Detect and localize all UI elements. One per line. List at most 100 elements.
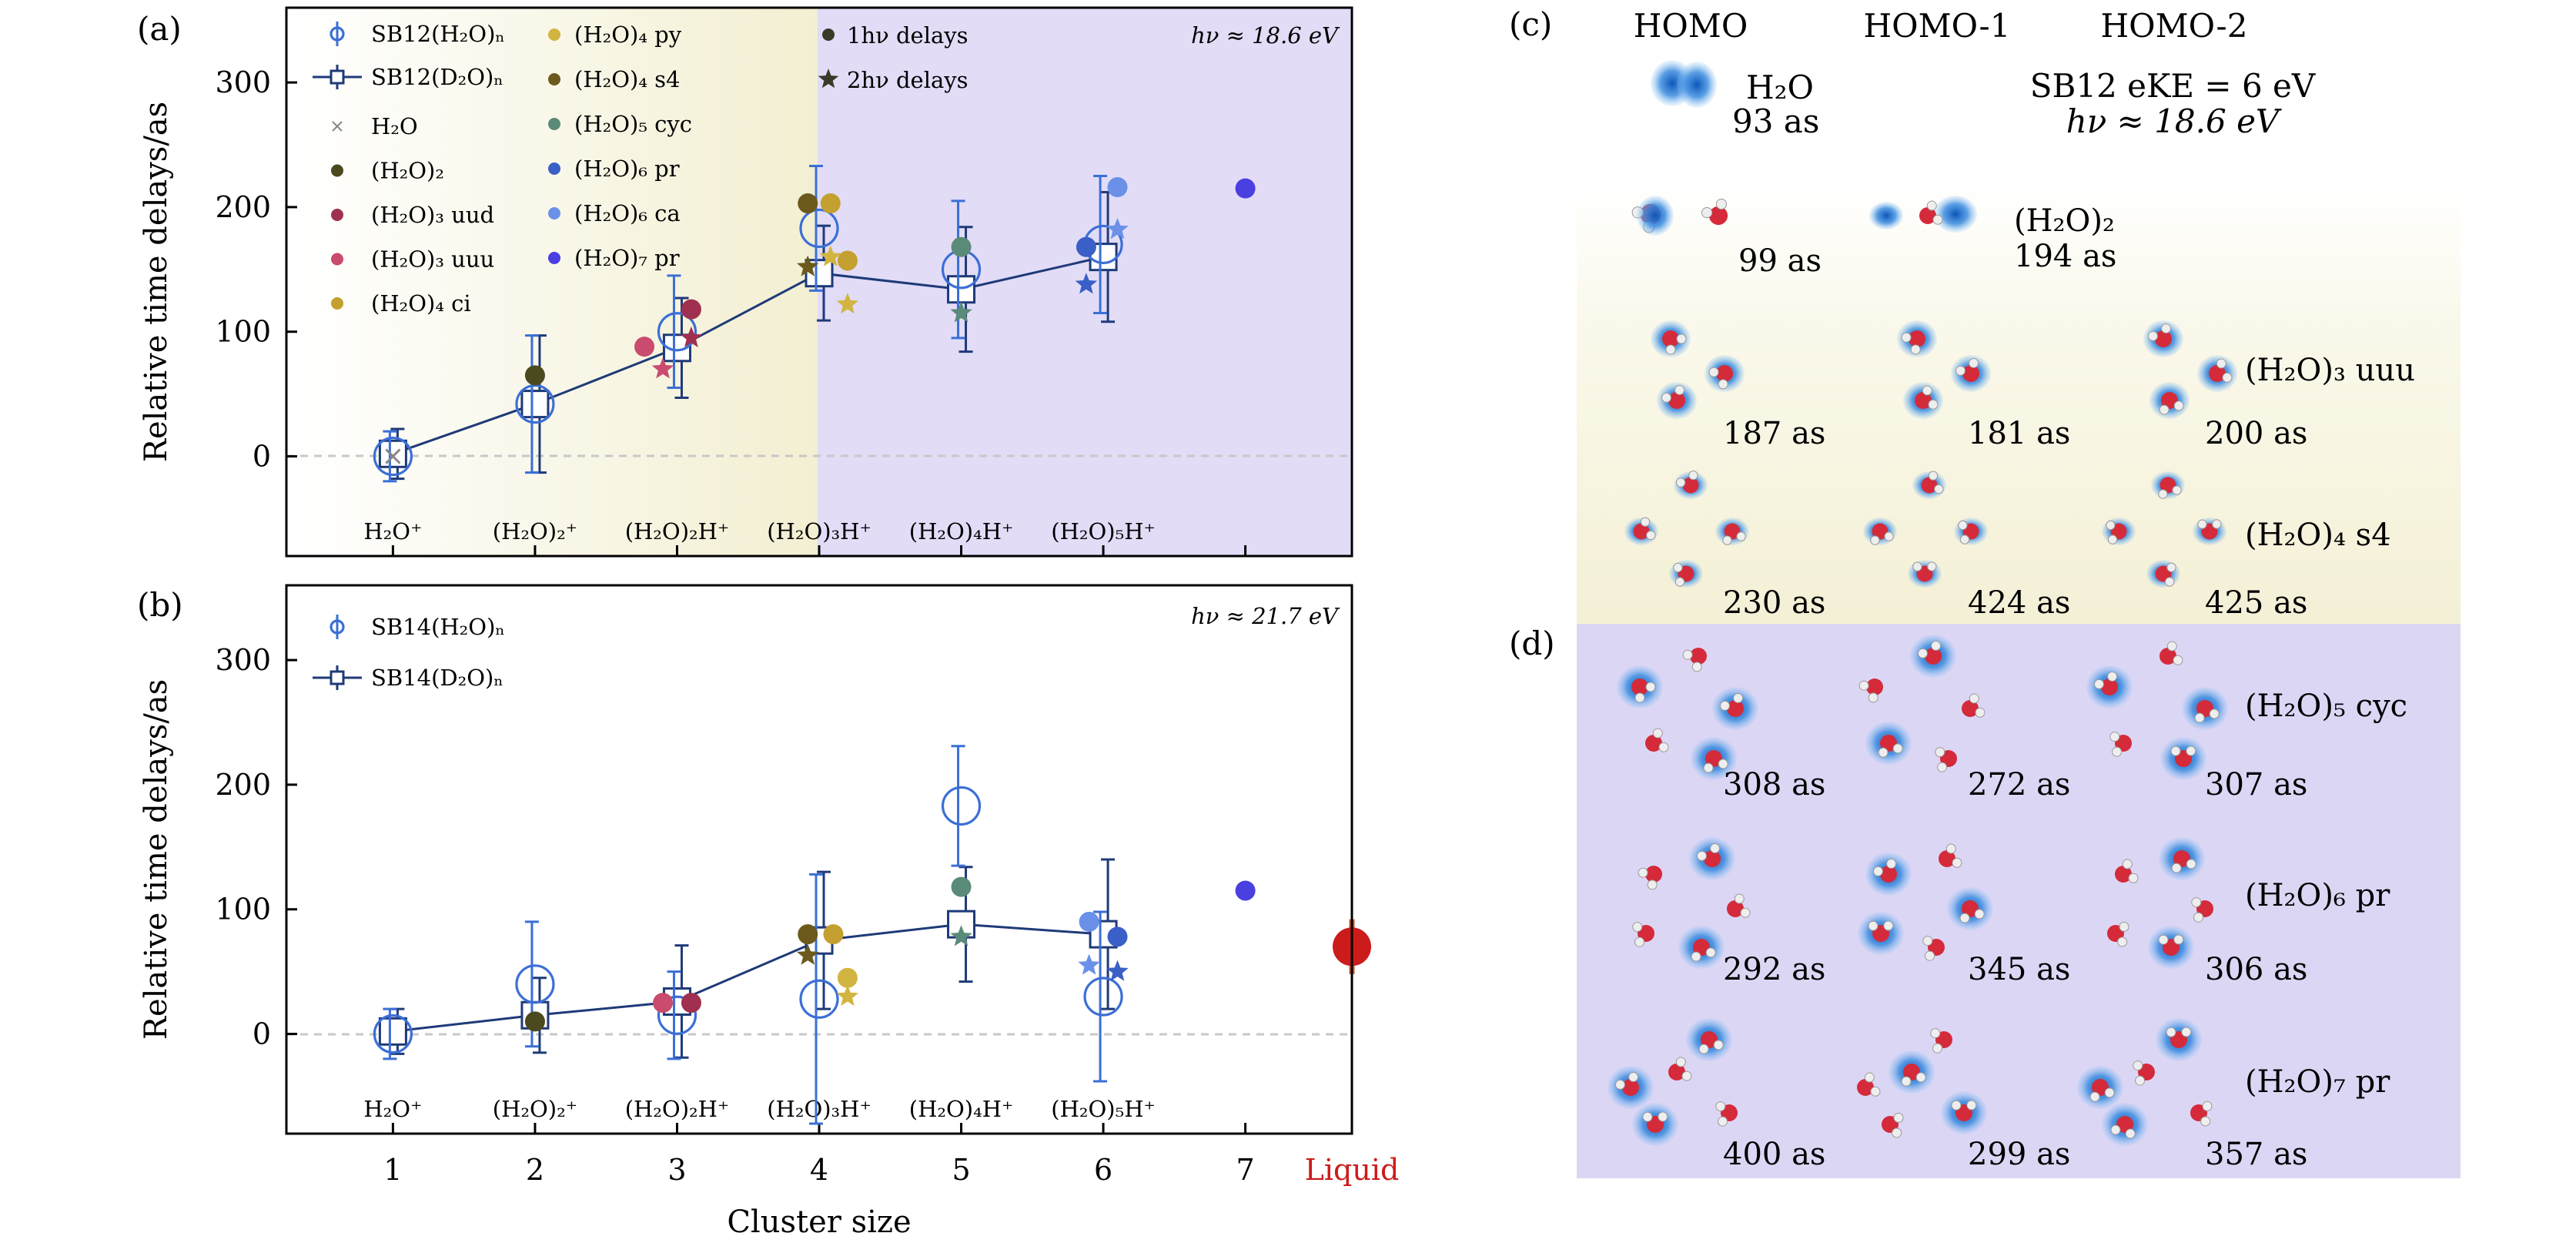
hydrogen-atom <box>2093 678 2104 689</box>
oxygen-atom <box>1909 330 1925 347</box>
hydrogen-atom <box>1886 858 1897 869</box>
hydrogen-atom <box>1681 1070 1692 1081</box>
two-hv-star-marker <box>950 925 972 946</box>
orbital-delay: 187 as <box>1723 416 1825 451</box>
hydrogen-atom <box>2125 1128 2136 1139</box>
hydrogen-atom <box>1884 531 1894 541</box>
hydrogen-atom <box>2209 709 2220 719</box>
hydrogen-atom <box>1675 477 1686 487</box>
hydrogen-atom <box>1740 907 1751 918</box>
hydrogen-atom <box>1698 1044 1709 1054</box>
orbital-delay: 307 as <box>2205 767 2307 802</box>
hydrogen-atom <box>2172 485 2182 495</box>
cation-label: (H₂O)₂H⁺ <box>625 1096 730 1122</box>
orbitals-d <box>1607 635 2228 1146</box>
legend-dot-icon <box>548 162 560 175</box>
hydrogen-atom <box>2166 562 2176 572</box>
one-hv-dot-marker <box>951 876 972 897</box>
two-hv-star-marker <box>797 255 819 276</box>
orbital-delay: 292 as <box>1723 952 1825 987</box>
h2o-circle-marker <box>515 384 555 424</box>
y-tick-label: 300 <box>215 643 271 677</box>
one-hv-dot-marker <box>653 993 674 1013</box>
panel-b: 0 100 200 300 H₂O⁺ (H₂O)₂⁺ (H₂O)₂H⁺ (H₂O)₃H⁺ (H₂… <box>137 584 1371 1135</box>
one-hv-dot-marker <box>524 365 545 386</box>
legend-dot-icon <box>331 297 343 310</box>
one-hv-dot-marker <box>681 993 701 1013</box>
oxygen-atom <box>1857 1079 1874 1096</box>
hydrogen-atom <box>2216 358 2226 369</box>
hydrogen-atom <box>1713 1040 1724 1050</box>
one-hv-dot-marker <box>837 967 858 988</box>
orbital-delay: 308 as <box>1723 767 1825 802</box>
oxygen-atom <box>1645 866 1662 883</box>
hydrogen-atom <box>2191 897 2202 908</box>
legend-label: SB14(D₂O)ₙ <box>371 665 503 691</box>
hydrogen-atom <box>2173 934 2184 945</box>
hydrogen-atom <box>1868 692 1878 703</box>
one-hv-dot-marker <box>951 236 972 257</box>
hydrogen-atom <box>1675 1057 1686 1067</box>
hydrogen-atom <box>1665 344 1676 355</box>
legend-label: (H₂O)₄ py <box>574 22 682 48</box>
cluster-name: (H₂O)₇ pr <box>2245 1064 2390 1100</box>
legend-label: (H₂O)₅ cyc <box>574 111 692 137</box>
hydrogen-atom <box>1673 562 1683 573</box>
legend-dot-icon <box>822 28 835 41</box>
hydrogen-atom <box>1966 1100 1977 1111</box>
legend-dot-icon <box>548 118 560 130</box>
h2o-circle-marker <box>657 995 698 1035</box>
hydrogen-atom <box>2200 1116 2211 1127</box>
hydrogen-atom <box>2170 745 2181 756</box>
legend-label: (H₂O)₆ pr <box>574 156 680 182</box>
legend-dot-icon <box>331 253 343 266</box>
hydrogen-atom <box>1883 920 1894 931</box>
hydrogen-atom <box>1958 520 1968 531</box>
d2o-square-marker <box>947 275 976 304</box>
legend-label: 1hν delays <box>847 22 969 49</box>
one-hv-dot-marker <box>823 924 844 945</box>
hydrogen-atom <box>1638 867 1648 878</box>
panel-c-bg <box>1577 177 2461 624</box>
legend-label: H₂O <box>371 113 418 139</box>
hydrogen-atom <box>2165 577 2175 587</box>
hydrogen-atom <box>1934 484 1944 494</box>
oxygen-atom <box>1727 900 1744 917</box>
legend-star-icon <box>818 69 839 89</box>
d2o-square-marker <box>520 390 550 419</box>
hydrogen-atom <box>2186 859 2196 869</box>
hydrogen-atom <box>1870 1086 1881 1097</box>
legend-circle-icon <box>330 619 345 635</box>
two-hv-star-marker <box>1075 273 1098 294</box>
orbital-lobe <box>1637 196 1674 236</box>
one-hv-dot-marker <box>1235 880 1256 901</box>
oxygen-atom <box>1701 1031 1718 1048</box>
hydrogen-atom <box>1710 843 1721 853</box>
cation-label: (H₂O)₅H⁺ <box>1051 518 1156 544</box>
orbital-delay: 181 as <box>1968 416 2070 451</box>
orbital-delay: 425 as <box>2205 585 2307 621</box>
hydrogen-atom <box>2109 732 2120 742</box>
hydrogen-atom <box>1901 332 1912 343</box>
hv-annotation-b: hν ≈ 21.7 eV <box>1191 603 1340 629</box>
oxygen-atom <box>1693 939 1710 956</box>
hydrogen-atom <box>1718 379 1728 390</box>
legend-dot-icon <box>548 252 560 264</box>
oxygen-atom <box>1962 365 1979 382</box>
hydrogen-atom <box>2202 1101 2213 1111</box>
cation-label: (H₂O)₄H⁺ <box>909 1096 1014 1122</box>
hydrogen-atom <box>1952 857 1962 868</box>
oxygen-atom <box>1704 850 1721 867</box>
oxygen-atom <box>1716 365 1733 382</box>
oxygen-atom <box>2161 392 2178 409</box>
hydrogen-atom <box>1893 1112 1904 1123</box>
sb12-ekE-label: SB12 eKE = 6 eV <box>2030 67 2316 105</box>
y-axis-title-a: Relative time delays/as <box>139 102 174 462</box>
x-tick-label: 4 <box>810 1153 828 1187</box>
hydrogen-atom <box>1614 1079 1625 1090</box>
cluster-name: (H₂O)₂ <box>2014 203 2115 239</box>
legend-square-icon <box>330 670 345 685</box>
hydrogen-atom <box>2107 671 2118 682</box>
orbital-delay: 272 as <box>1968 767 2070 802</box>
